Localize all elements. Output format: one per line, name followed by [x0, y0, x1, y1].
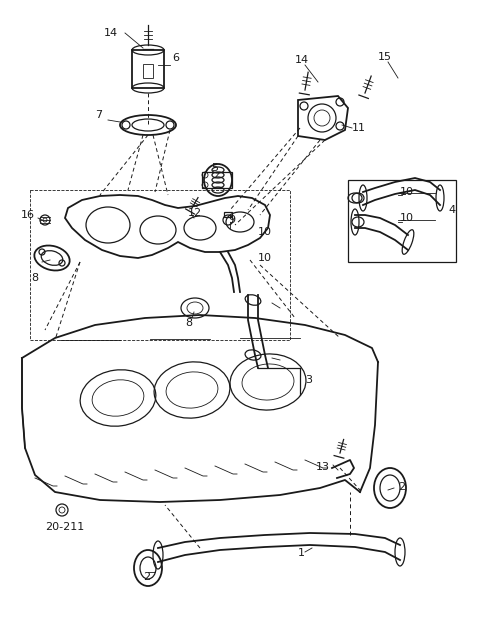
Text: 15: 15	[378, 52, 392, 62]
Text: 13: 13	[316, 462, 330, 472]
Bar	[224, 212, 232, 217]
Text: 10: 10	[400, 213, 414, 223]
Bar	[143, 64, 153, 78]
Text: 8: 8	[185, 318, 192, 328]
Text: 14: 14	[295, 55, 309, 65]
Text: 10: 10	[258, 253, 272, 263]
Text: 20-211: 20-211	[45, 522, 84, 532]
Text: 1: 1	[298, 548, 305, 558]
Text: 11: 11	[352, 123, 366, 133]
Text: 3: 3	[305, 375, 312, 385]
Text: 7: 7	[95, 110, 102, 120]
Text: 8: 8	[31, 273, 38, 283]
Bar	[348, 180, 456, 262]
Text: 5: 5	[211, 163, 218, 173]
Text: 4: 4	[448, 205, 455, 215]
Text: 2: 2	[398, 482, 405, 492]
Text: 14: 14	[104, 28, 118, 38]
Text: 12: 12	[188, 208, 202, 218]
Text: 10: 10	[400, 187, 414, 197]
Text: 6: 6	[172, 53, 179, 63]
Text: 16: 16	[21, 210, 35, 220]
Text: 10: 10	[258, 227, 272, 237]
Bar	[132, 50, 164, 88]
Text: 2: 2	[143, 572, 150, 582]
Text: 9: 9	[228, 215, 235, 225]
